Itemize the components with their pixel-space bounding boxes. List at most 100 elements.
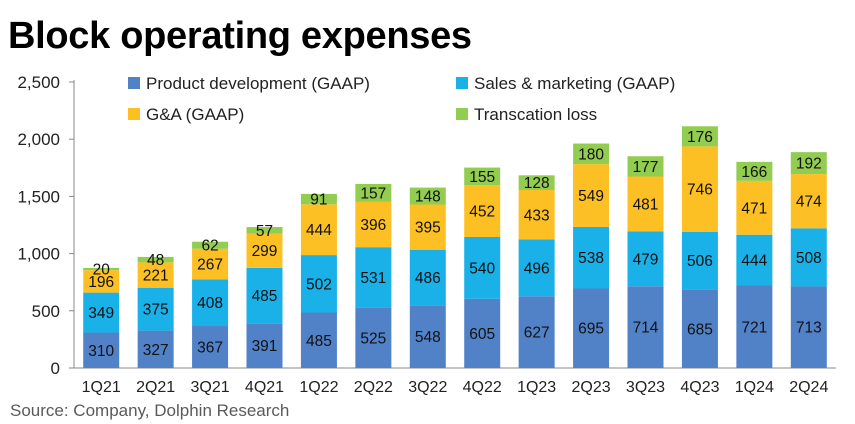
bar-segment	[409, 204, 446, 250]
data-label: 627	[524, 325, 550, 342]
bar-segment	[518, 239, 555, 297]
data-label: 157	[360, 185, 386, 202]
legend-swatch	[128, 77, 140, 89]
data-label: 57	[256, 223, 273, 240]
data-label: 444	[306, 222, 332, 239]
data-label: 486	[415, 270, 441, 287]
x-tick-label: 1Q23	[517, 379, 556, 396]
bar-segment	[790, 152, 827, 175]
data-label: 48	[147, 252, 164, 269]
bar-segment	[736, 180, 773, 235]
data-label: 367	[197, 340, 223, 357]
bar-segment	[627, 286, 664, 368]
bar-segment	[573, 288, 610, 368]
bar-segment	[464, 298, 501, 368]
data-label: 474	[796, 194, 822, 211]
data-label: 538	[578, 250, 604, 267]
bar-segment	[409, 187, 446, 205]
legend-label: Sales & marketing (GAAP)	[474, 74, 675, 93]
bar-segment	[627, 231, 664, 287]
data-label: 221	[143, 268, 169, 285]
x-tick-label: 4Q21	[245, 379, 284, 396]
data-label: 128	[524, 175, 550, 192]
data-label: 391	[252, 338, 278, 355]
data-label: 549	[578, 188, 604, 205]
y-tick-label: 0	[51, 359, 60, 378]
bar-segment	[300, 312, 337, 368]
bar-segment	[192, 241, 229, 249]
bar-segment	[355, 307, 392, 368]
bar-segment	[736, 161, 773, 181]
data-label: 299	[252, 243, 278, 260]
legend-swatch	[456, 77, 468, 89]
bar-segment	[573, 164, 610, 227]
bar-segment	[573, 143, 610, 165]
bar-segment	[246, 233, 283, 268]
x-tick-label: 1Q21	[82, 379, 121, 396]
bar-segment	[83, 270, 120, 293]
bar-segment	[681, 146, 718, 232]
axes: 0 500 1,000 1,500 2,000 2,500 1Q21 2Q21 3Q21 4Q21…	[17, 73, 836, 396]
bar-segment	[83, 292, 120, 333]
bar-segment	[790, 174, 827, 229]
bar-segment	[790, 286, 827, 368]
y-tick-label: 1,000	[17, 245, 60, 264]
data-label: 327	[143, 342, 169, 359]
x-tick-label: 3Q23	[626, 379, 665, 396]
bar-segment	[681, 231, 718, 290]
data-label: 540	[469, 260, 495, 277]
data-label: 310	[88, 343, 114, 360]
bar-segment	[790, 228, 827, 287]
x-tick-label: 1Q22	[299, 379, 338, 396]
bar-segment	[518, 189, 555, 240]
bar-segment	[464, 237, 501, 299]
data-label: 485	[306, 333, 332, 350]
data-label: 452	[469, 204, 495, 221]
y-tick-label: 2,500	[17, 73, 60, 92]
bars	[83, 126, 827, 368]
bar-segment	[137, 262, 174, 288]
data-label: 713	[796, 320, 822, 337]
bar-segment	[464, 185, 501, 238]
data-label: 267	[197, 257, 223, 274]
data-label: 508	[796, 250, 822, 267]
bar-segment	[83, 332, 120, 368]
bar-segment	[137, 330, 174, 368]
data-label: 148	[415, 189, 441, 206]
data-label: 714	[633, 320, 659, 337]
legend-swatch	[456, 108, 468, 120]
legend-swatch	[128, 108, 140, 120]
data-label: 746	[687, 182, 713, 199]
bar-segment	[736, 285, 773, 368]
data-label: 349	[88, 305, 114, 322]
bar-segment	[300, 255, 337, 313]
bar-segment	[300, 193, 337, 205]
data-label: 408	[197, 295, 223, 312]
data-label: 177	[633, 159, 659, 176]
legend-label: Product development (GAAP)	[146, 74, 370, 93]
bar-segment	[464, 167, 501, 186]
data-label: 395	[415, 220, 441, 237]
x-tick-label: 4Q22	[463, 379, 502, 396]
data-label: 20	[93, 262, 111, 279]
data-label: 721	[741, 319, 767, 336]
bar-segment	[518, 175, 555, 190]
bar-segment	[83, 267, 120, 271]
x-tick-label: 3Q21	[191, 379, 230, 396]
legend-label: G&A (GAAP)	[146, 105, 244, 124]
y-tick-label: 2,000	[17, 130, 60, 149]
bar-segment	[355, 201, 392, 248]
data-label: 548	[415, 329, 441, 346]
bar-segment	[246, 323, 283, 368]
data-label: 496	[524, 260, 550, 277]
bar-segment	[681, 126, 718, 147]
data-label: 471	[741, 200, 767, 217]
x-tick-label: 2Q24	[789, 379, 828, 396]
data-label: 695	[578, 321, 604, 338]
data-label: 502	[306, 276, 332, 293]
data-label: 166	[741, 164, 767, 181]
data-label: 479	[633, 251, 659, 268]
bar-segment	[300, 204, 337, 256]
